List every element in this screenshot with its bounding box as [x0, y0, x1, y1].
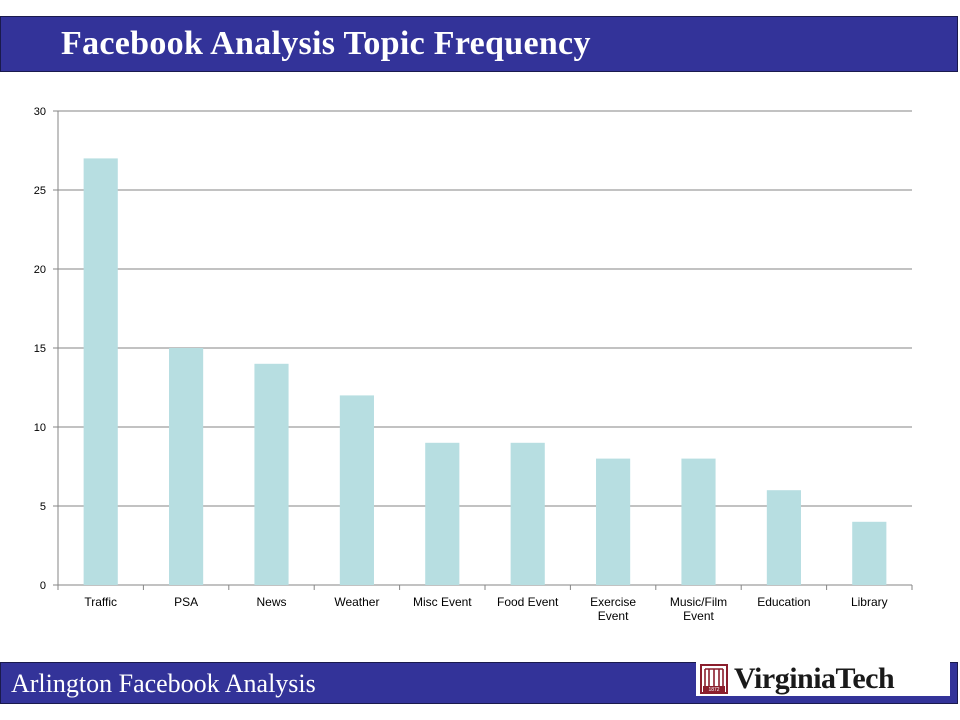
- x-category-label: Weather: [334, 595, 379, 609]
- bar: [766, 490, 801, 585]
- x-category-label: Traffic: [84, 595, 117, 609]
- x-category-label: PSA: [174, 595, 198, 609]
- x-category-label: Exercise: [590, 595, 636, 609]
- logo-wordmark: VirginiaTech: [734, 662, 895, 695]
- bar-chart: 0 5 10 15 20 25 30 Traffic PSA News Weather Misc Ev…: [34, 106, 913, 623]
- x-category-label: News: [256, 595, 286, 609]
- bar: [339, 395, 374, 585]
- y-tick-label: 25: [34, 185, 46, 197]
- x-category-label: Music/Film: [670, 595, 727, 609]
- virginia-tech-logo: 1872 VirginiaTech: [696, 662, 950, 696]
- y-tick-label: 5: [40, 501, 46, 513]
- bar: [681, 458, 716, 585]
- page-title: Facebook Analysis Topic Frequency: [61, 25, 591, 62]
- bar: [596, 458, 631, 585]
- bar: [169, 348, 204, 585]
- y-tick-label: 30: [34, 106, 46, 118]
- y-tick-label: 15: [34, 343, 46, 355]
- y-tick-label: 0: [40, 580, 46, 592]
- x-category-label: Misc Event: [413, 595, 472, 609]
- x-category-label: Library: [851, 595, 888, 609]
- y-tick-label: 20: [34, 264, 46, 276]
- bar: [254, 363, 289, 585]
- title-banner: Facebook Analysis Topic Frequency: [0, 16, 958, 72]
- y-tick-label: 10: [34, 422, 46, 434]
- x-category-label: Event: [598, 609, 629, 623]
- x-category-label: Education: [757, 595, 810, 609]
- bar: [83, 158, 118, 585]
- logo-year: 1872: [708, 687, 719, 693]
- x-category-label: Event: [683, 609, 714, 623]
- bar: [425, 442, 460, 585]
- hokie-stone-emblem-icon: 1872: [700, 664, 728, 694]
- bar: [852, 521, 887, 585]
- x-category-label: Food Event: [497, 595, 559, 609]
- footer-title: Arlington Facebook Analysis: [11, 669, 316, 698]
- bar: [510, 442, 545, 585]
